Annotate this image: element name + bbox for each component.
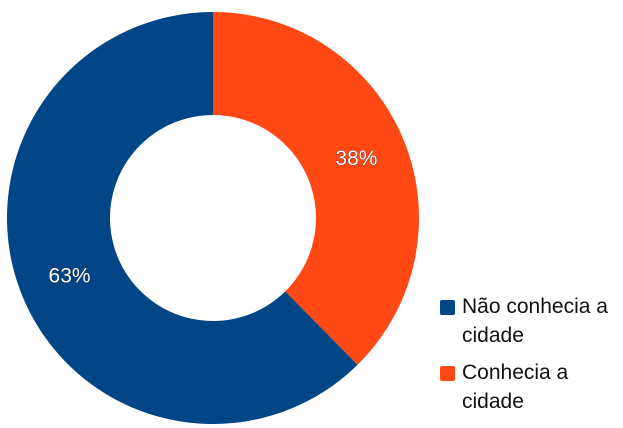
- slice-value-label-0: 38%: [335, 147, 377, 170]
- legend-item-nao-conhecia: Não conhecia a cidade: [440, 292, 622, 350]
- legend-swatch-nao-conhecia: [440, 300, 455, 315]
- slice-value-label-1: 63%: [49, 264, 91, 287]
- donut-slice-1: [6, 12, 358, 424]
- legend-item-conhecia: Conhecia a cidade: [440, 358, 622, 416]
- legend-label-nao-conhecia: Não conhecia a cidade: [462, 295, 608, 347]
- slice-labels-layer: 38% 63%: [48, 146, 377, 287]
- slices-layer: [6, 12, 419, 424]
- legend: Não conhecia a cidade Conhecia a cidade: [440, 292, 623, 424]
- donut-slice-0: [213, 12, 419, 365]
- legend-swatch-conhecia: [440, 366, 455, 381]
- legend-label-conhecia: Conhecia a cidade: [462, 361, 569, 413]
